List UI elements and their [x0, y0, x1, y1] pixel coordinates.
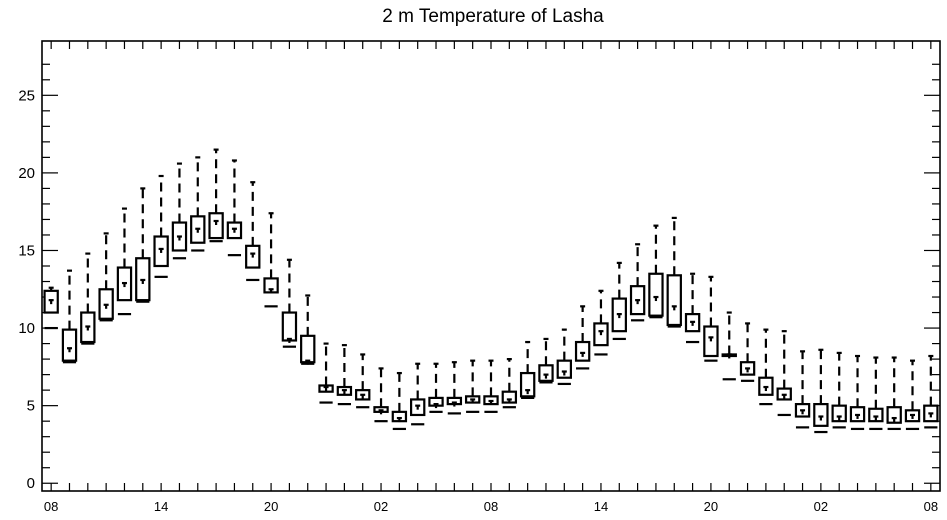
x-tick-label: 02 — [374, 499, 388, 514]
iqr-box — [519, 371, 536, 398]
box-40 — [776, 330, 792, 417]
y-tick-label: 15 — [18, 242, 35, 259]
box-31 — [611, 261, 627, 341]
box-37 — [721, 311, 737, 381]
iqr-box — [813, 403, 829, 427]
box-14 — [300, 294, 316, 365]
iqr-box — [556, 359, 573, 379]
box-32 — [629, 243, 646, 322]
x-tick-label: 08 — [44, 499, 58, 514]
box-1 — [61, 269, 78, 364]
box-34 — [666, 216, 682, 328]
box-21 — [428, 362, 444, 413]
box-20 — [409, 362, 426, 426]
box-39 — [758, 328, 774, 406]
box-47 — [904, 359, 921, 431]
box-28 — [556, 328, 573, 386]
box-44 — [849, 354, 866, 431]
box-24 — [483, 359, 499, 413]
box-30 — [593, 289, 609, 356]
box-33 — [648, 224, 664, 319]
box-10 — [226, 159, 243, 257]
iqr-box — [886, 406, 902, 424]
box-5 — [135, 187, 151, 303]
x-tick-label: 08 — [924, 499, 938, 514]
y-tick-label: 25 — [18, 87, 35, 104]
box-36 — [703, 275, 719, 362]
iqr-box — [666, 274, 682, 327]
box-11 — [245, 181, 261, 282]
box-6 — [153, 174, 169, 278]
box-27 — [538, 337, 554, 384]
box-16 — [336, 344, 353, 406]
box-3 — [98, 232, 114, 322]
box-15 — [318, 342, 334, 404]
box-23 — [464, 359, 481, 413]
plot-frame — [41, 40, 941, 492]
x-tick-label: 20 — [264, 499, 278, 514]
box-45 — [868, 356, 884, 431]
plot-area: 0 5 10 15 20 25 08 14 20 02 08 14 20 02 08 — [18, 41, 940, 514]
x-tick-label: 14 — [154, 499, 168, 514]
iqr-box — [831, 404, 847, 423]
box-12 — [263, 212, 279, 308]
x-tick-label: 02 — [814, 499, 828, 514]
box-17 — [355, 353, 371, 409]
iqr-box — [61, 328, 78, 362]
y-tick-label: 5 — [27, 398, 35, 415]
box-26 — [519, 340, 536, 399]
iqr-box — [538, 364, 554, 382]
x-tick-label: 08 — [484, 499, 498, 514]
box-38 — [739, 322, 756, 382]
box-0 — [43, 286, 59, 330]
box-9 — [208, 148, 224, 243]
box-29 — [574, 305, 591, 370]
box-46 — [886, 356, 902, 431]
x-tick-label: 14 — [594, 499, 608, 514]
x-tick-label: 20 — [704, 499, 718, 514]
box-35 — [684, 272, 701, 344]
box-19 — [391, 371, 408, 431]
iqr-box — [648, 272, 664, 317]
box-18 — [373, 367, 389, 423]
box-13 — [281, 258, 298, 348]
iqr-box — [574, 340, 591, 362]
box-25 — [501, 358, 518, 409]
y-tick-label: 20 — [18, 165, 35, 182]
box-2 — [80, 252, 96, 345]
iqr-box — [208, 212, 224, 240]
box-4 — [116, 207, 133, 316]
iqr-box — [868, 407, 884, 423]
iqr-box — [281, 311, 298, 342]
box-8 — [190, 156, 206, 252]
box-43 — [831, 351, 847, 429]
box-48 — [923, 354, 939, 429]
chart-title: 2 m Temperature of Lasha — [382, 6, 604, 27]
y-tick-label: 0 — [27, 475, 35, 492]
box-41 — [794, 350, 811, 429]
box-22 — [446, 361, 463, 415]
iqr-box — [300, 334, 316, 364]
box-7 — [171, 162, 188, 260]
box-42 — [813, 348, 829, 434]
y-tick-label: 10 — [18, 320, 35, 337]
